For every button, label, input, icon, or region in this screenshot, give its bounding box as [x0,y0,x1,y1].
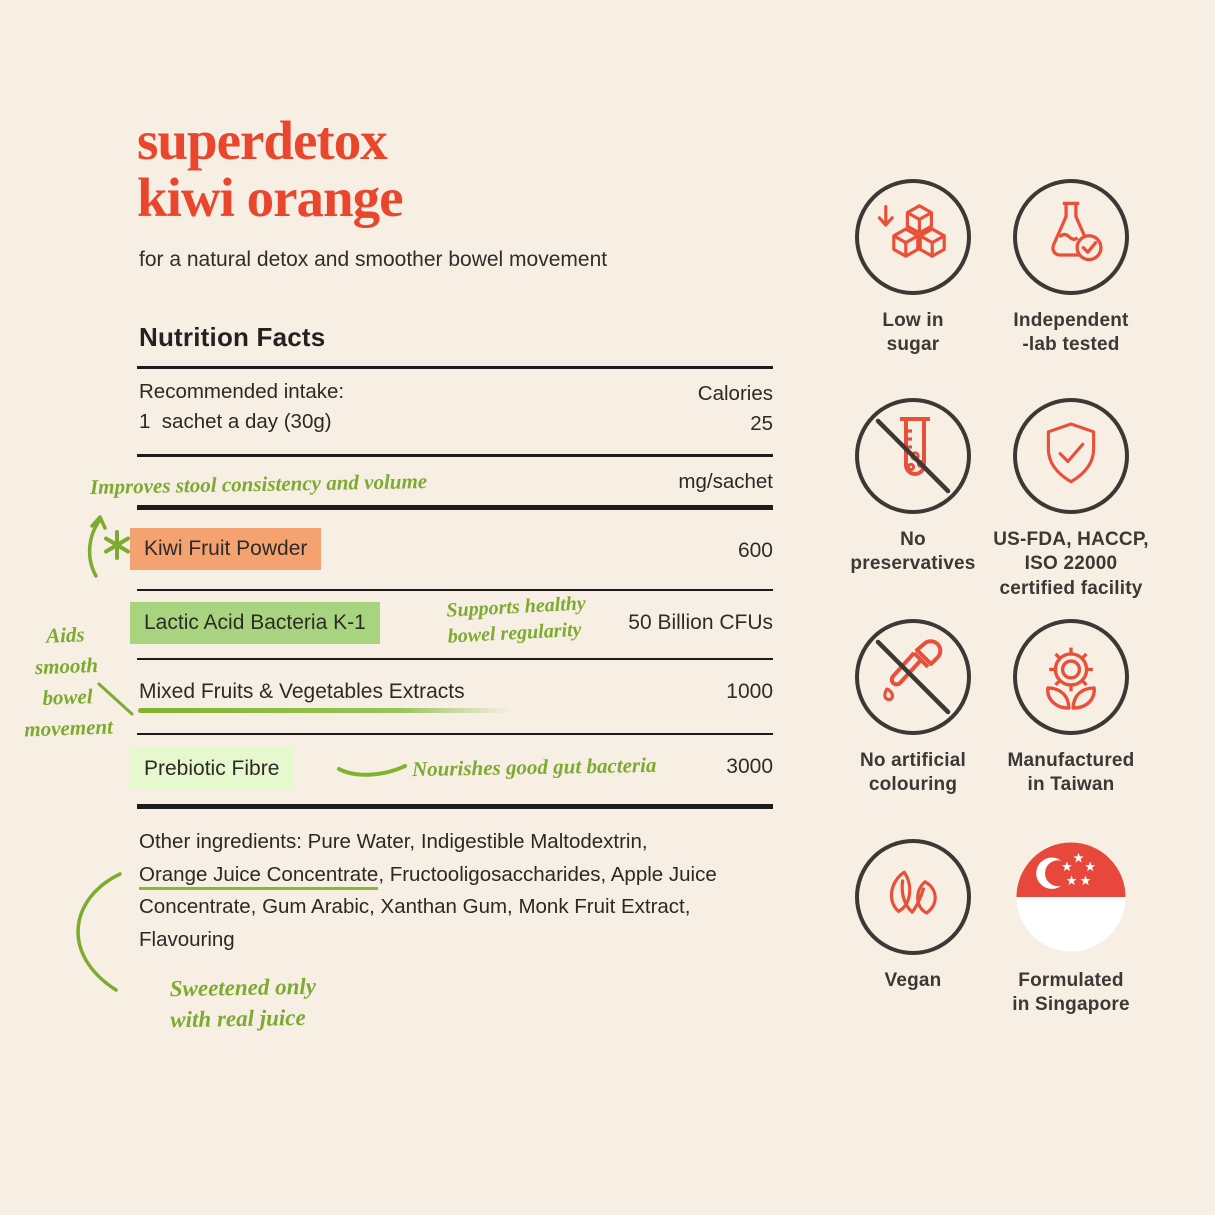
sweetened-annotation: Sweetened only with real juice [169,973,317,1033]
gear-leaf-icon [1046,647,1096,710]
badge-label: Independent -lab tested [1013,310,1129,356]
ingredient-mixed-fruits-veg: Mixed Fruits & Vegetables Extracts [139,680,465,703]
badge-label: Formulated in Singapore [1012,970,1130,1016]
stool-annotation: Improves stool consistency and volume [89,469,428,499]
mixed-amount: 1000 [726,680,773,703]
badge-manufactured-taiwan: Manufactured in Taiwan [985,619,1157,798]
ingredients-underlined: Orange Juice Concentrate [139,862,379,890]
intake-label: Recommended intake: [139,380,345,403]
vegan-leaves-icon [889,870,937,915]
title-line-1: superdetox [137,110,388,171]
swoosh-dash [337,764,407,777]
badge-label: No preservatives [850,529,976,575]
divider [137,454,773,457]
pointer-line [97,682,134,716]
kiwi-amount: 600 [737,539,773,562]
divider [137,658,773,661]
divider [137,733,773,736]
badge-formulated-singapore: Formulated in Singapore [985,839,1157,1018]
divider [137,366,773,369]
other-ingredients: Other ingredients: Pure Water, Indigesti… [139,826,787,956]
ingredient-kiwi-fruit-powder: Kiwi Fruit Powder [130,528,322,570]
no-dropper-icon [875,639,951,715]
page-subtitle: for a natural detox and smoother bowel m… [139,248,608,271]
badge-label: Manufactured in Taiwan [1007,750,1135,796]
green-underline [138,708,510,713]
intake-value: 1 sachet a day (30g) [139,410,332,433]
divider-thick [137,804,773,809]
page-title: superdetox kiwi orange [137,110,404,228]
unit-label: mg/sachet [678,470,773,493]
lactic-amount: 50 Billion CFUs [628,611,773,634]
badge-label: US-FDA, HACCP, ISO 22000 certified facil… [993,529,1149,599]
ingredients-suffix: , Fructooligosaccharides, Apple Juice Co… [139,862,717,951]
divider [137,589,773,592]
ingredient-prebiotic-fibre: Prebiotic Fibre [130,748,294,790]
nutrition-facts-heading: Nutrition Facts [139,322,326,352]
calories-value: 25 [750,412,773,435]
badge-lab-tested: Independent -lab tested [985,179,1157,358]
badge-certified-facility: US-FDA, HACCP, ISO 22000 certified facil… [985,398,1157,601]
curved-arrow-asterisk-icon [87,515,130,578]
badge-low-in-sugar: Low in sugar [827,179,999,358]
sugar-cubes-down-icon [877,204,946,258]
shield-check-icon [1046,422,1096,484]
title-line-2: kiwi orange [137,167,404,228]
badge-label: Low in sugar [882,310,944,356]
singapore-flag-icon [1016,842,1126,952]
badge-vegan: Vegan [827,839,999,993]
curve-bracket [76,872,122,992]
badge-label: No artificial colouring [859,750,967,796]
badge-flag [1013,839,1129,955]
no-test-tube-icon [875,417,951,494]
ingredient-lactic-acid-bacteria: Lactic Acid Bacteria K-1 [130,602,380,644]
badge-no-preservatives: No preservatives [827,398,999,577]
badge-ring [1013,398,1129,514]
badge-ring [855,398,971,514]
badge-ring [1013,179,1129,295]
prebiotic-amount: 3000 [726,755,773,778]
badge-label: Vegan [884,970,942,991]
ingredients-prefix: Other ingredients: Pure Water, Indigesti… [139,830,648,853]
calories-label: Calories [697,382,773,405]
badge-ring [855,619,971,735]
badge-ring [855,179,971,295]
badge-ring [1013,619,1129,735]
lab-flask-check-icon [1051,201,1103,262]
badge-no-artificial-colouring: No artificial colouring [827,619,999,798]
divider-thick [137,505,773,510]
badge-ring [855,839,971,955]
